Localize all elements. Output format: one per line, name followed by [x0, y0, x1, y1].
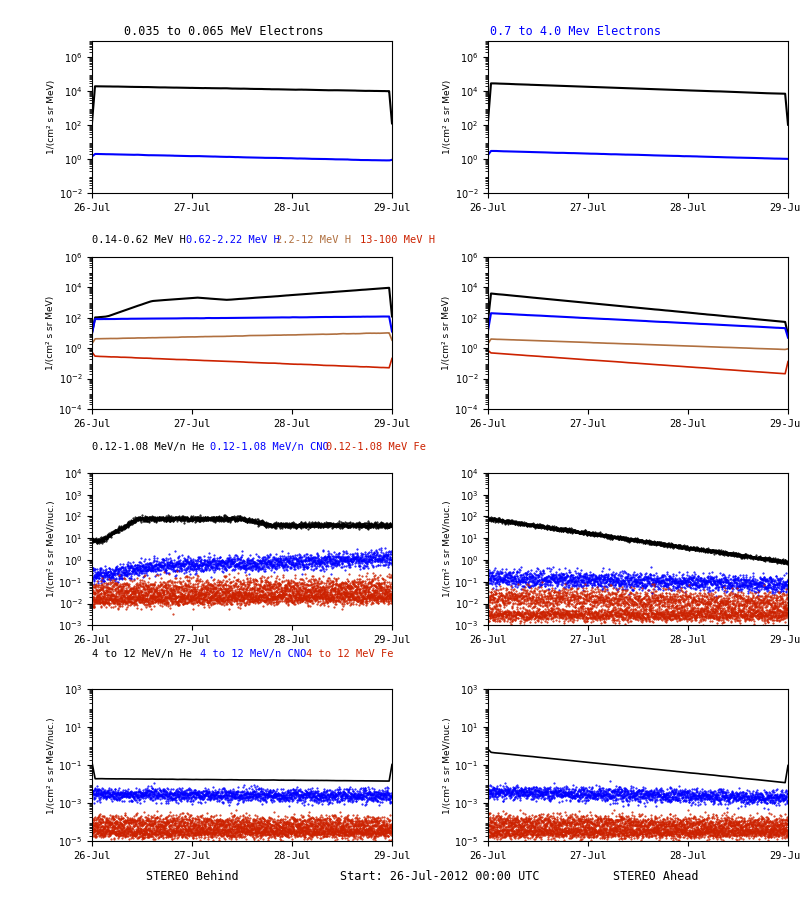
Text: 2.2-12 MeV H: 2.2-12 MeV H	[276, 235, 351, 245]
Text: 0.035 to 0.065 MeV Electrons: 0.035 to 0.065 MeV Electrons	[124, 25, 324, 38]
Text: 0.12-1.08 MeV/n CNO: 0.12-1.08 MeV/n CNO	[210, 442, 329, 452]
Text: 0.7 to 4.0 Mev Electrons: 0.7 to 4.0 Mev Electrons	[490, 25, 662, 38]
Text: 0.62-2.22 MeV H: 0.62-2.22 MeV H	[186, 235, 280, 245]
Text: 0.14-0.62 MeV H: 0.14-0.62 MeV H	[92, 235, 186, 245]
Y-axis label: 1/(cm² s sr MeV): 1/(cm² s sr MeV)	[46, 296, 55, 370]
Text: 4 to 12 MeV/n He: 4 to 12 MeV/n He	[92, 649, 192, 659]
Y-axis label: 1/(cm² s sr MeV/nuc.): 1/(cm² s sr MeV/nuc.)	[46, 717, 55, 814]
Y-axis label: 1/(cm² s sr MeV/nuc.): 1/(cm² s sr MeV/nuc.)	[442, 500, 451, 598]
Y-axis label: 1/(cm² s sr MeV/nuc.): 1/(cm² s sr MeV/nuc.)	[442, 717, 451, 814]
Y-axis label: 1/(cm² s sr MeV/nuc.): 1/(cm² s sr MeV/nuc.)	[46, 500, 55, 598]
Text: STEREO Ahead: STEREO Ahead	[614, 870, 698, 883]
Text: Start: 26-Jul-2012 00:00 UTC: Start: 26-Jul-2012 00:00 UTC	[340, 870, 540, 883]
Text: STEREO Behind: STEREO Behind	[146, 870, 238, 883]
Text: 4 to 12 MeV/n CNO: 4 to 12 MeV/n CNO	[200, 649, 306, 659]
Text: 13-100 MeV H: 13-100 MeV H	[360, 235, 435, 245]
Y-axis label: 1/(cm² s sr MeV): 1/(cm² s sr MeV)	[442, 296, 451, 370]
Y-axis label: 1/(cm² s sr MeV): 1/(cm² s sr MeV)	[46, 79, 56, 154]
Y-axis label: 1/(cm² s sr MeV): 1/(cm² s sr MeV)	[442, 79, 452, 154]
Text: 4 to 12 MeV Fe: 4 to 12 MeV Fe	[306, 649, 394, 659]
Text: 0.12-1.08 MeV/n He: 0.12-1.08 MeV/n He	[92, 442, 205, 452]
Text: 0.12-1.08 MeV Fe: 0.12-1.08 MeV Fe	[326, 442, 426, 452]
